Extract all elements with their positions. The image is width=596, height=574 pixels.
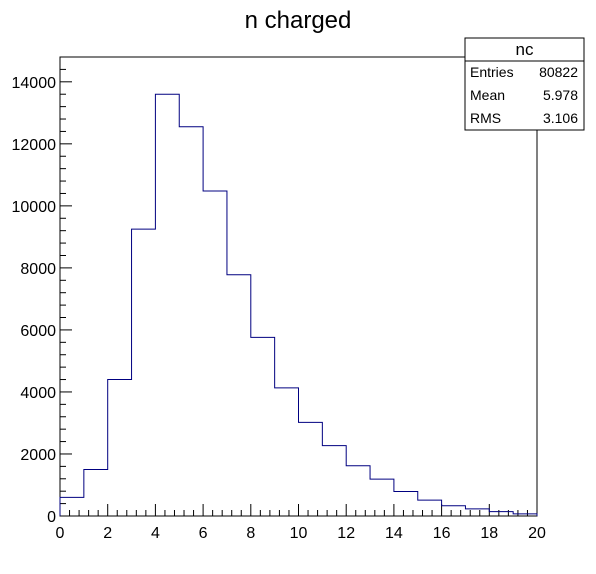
y-tick-label: 6000	[20, 323, 56, 340]
stats-entries-label: Entries	[470, 64, 514, 80]
stats-mean-value: 5.978	[543, 87, 578, 103]
x-tick-label: 2	[103, 525, 112, 542]
y-tick-labels: 0 2000 4000 6000 8000 10000 12000 14000	[12, 75, 57, 526]
stats-mean-label: Mean	[470, 87, 505, 103]
y-tick-label: 2000	[20, 447, 56, 464]
x-tick-label: 16	[433, 525, 451, 542]
x-tick-label: 4	[151, 525, 160, 542]
stats-rms-label: RMS	[470, 110, 501, 126]
x-tick-label: 10	[290, 525, 308, 542]
x-tick-label: 0	[56, 525, 65, 542]
y-tick-label: 0	[47, 509, 56, 526]
stats-box-frame	[464, 37, 585, 131]
histogram-outline	[59, 93, 538, 516]
x-tick-label: 20	[528, 525, 546, 542]
y-tick-label: 4000	[20, 385, 56, 402]
stats-box: nc Entries 80822 Mean 5.978 RMS 3.106	[464, 37, 585, 131]
y-tick-label: 12000	[12, 137, 57, 154]
stats-box-name: nc	[516, 40, 534, 59]
x-tick-label: 12	[337, 525, 355, 542]
stats-entries-value: 80822	[539, 64, 578, 80]
chart-title: n charged	[245, 7, 352, 34]
x-tick-label: 14	[385, 525, 403, 542]
stats-rms-value: 3.106	[543, 110, 578, 126]
y-tick-label: 8000	[20, 261, 56, 278]
x-tick-label: 18	[480, 525, 498, 542]
x-tick-label: 8	[246, 525, 255, 542]
x-tick-labels: 0 2 4 6 8 10 12 14 16 18 20	[56, 525, 546, 542]
y-tick-label: 10000	[12, 199, 57, 216]
y-tick-label: 14000	[12, 75, 57, 92]
x-tick-label: 6	[199, 525, 208, 542]
